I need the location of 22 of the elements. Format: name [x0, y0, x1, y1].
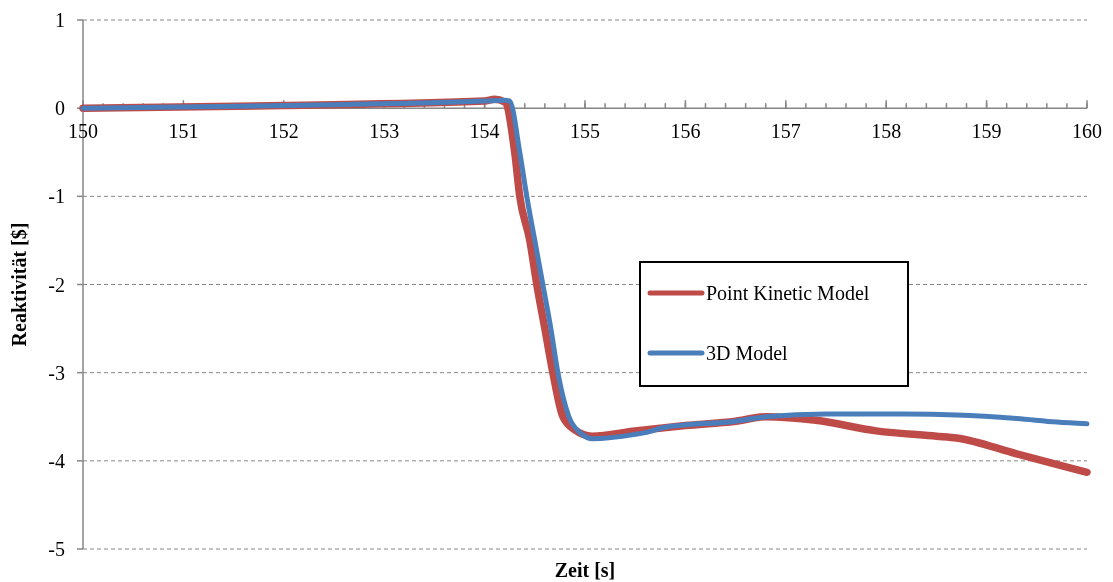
x-axis-title: Zeit [s] — [554, 559, 616, 581]
y-tick-label: -2 — [48, 273, 65, 296]
x-tick-label: 155 — [570, 120, 600, 143]
y-tick-label: -3 — [48, 361, 65, 384]
legend-label: Point Kinetic Model — [706, 282, 870, 304]
x-tick-label: 150 — [68, 120, 98, 143]
x-tick-label: 158 — [871, 120, 902, 143]
x-tick-label: 152 — [268, 120, 299, 143]
y-tick-label: 0 — [55, 97, 65, 120]
x-tick-label: 157 — [770, 120, 801, 143]
y-tick-label: 1 — [55, 9, 65, 31]
y-tick-label: -5 — [48, 538, 65, 560]
x-tick-label: 160 — [1072, 120, 1102, 143]
x-tick-label: 159 — [971, 120, 1002, 143]
y-tick-label: -4 — [48, 449, 65, 472]
legend-label: 3D Model — [706, 342, 789, 364]
x-tick-label: 154 — [469, 120, 500, 143]
y-axis-title: Reaktivität [$] — [8, 222, 30, 347]
x-tick-label: 153 — [369, 120, 400, 143]
x-tick-label: 156 — [670, 120, 701, 143]
x-tick-label: 151 — [168, 120, 199, 143]
y-tick-label: -1 — [48, 185, 65, 208]
